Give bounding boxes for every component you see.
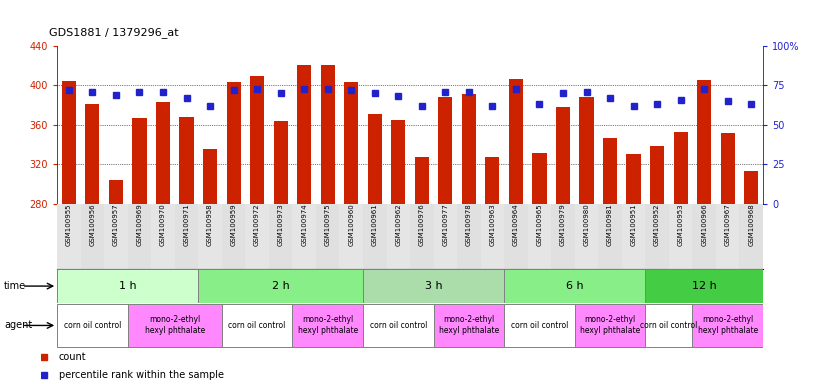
- Bar: [222, 304, 292, 347]
- Bar: [457, 204, 481, 269]
- Bar: [246, 204, 269, 269]
- Bar: [127, 304, 222, 347]
- Bar: [273, 121, 288, 204]
- Bar: [552, 204, 574, 269]
- Bar: [227, 83, 241, 204]
- Bar: [151, 204, 175, 269]
- Bar: [57, 270, 198, 303]
- Bar: [744, 171, 758, 204]
- Bar: [486, 157, 499, 204]
- Bar: [716, 204, 739, 269]
- Bar: [86, 104, 100, 204]
- Text: mono-2-ethyl
hexyl phthalate: mono-2-ethyl hexyl phthalate: [439, 315, 499, 336]
- Bar: [57, 304, 127, 347]
- Bar: [481, 204, 504, 269]
- Text: GDS1881 / 1379296_at: GDS1881 / 1379296_at: [49, 28, 179, 38]
- Bar: [415, 157, 429, 204]
- Bar: [57, 204, 81, 269]
- Bar: [603, 137, 617, 204]
- Text: corn oil control: corn oil control: [228, 321, 286, 330]
- Bar: [645, 204, 669, 269]
- Bar: [203, 149, 217, 204]
- Bar: [250, 76, 264, 204]
- Bar: [532, 153, 547, 204]
- Bar: [504, 304, 574, 347]
- Bar: [574, 304, 645, 347]
- Bar: [721, 132, 734, 204]
- Bar: [198, 270, 363, 303]
- Text: 2 h: 2 h: [272, 281, 290, 291]
- Bar: [363, 204, 387, 269]
- Text: 6 h: 6 h: [566, 281, 583, 291]
- Bar: [433, 304, 504, 347]
- Text: mono-2-ethyl
hexyl phthalate: mono-2-ethyl hexyl phthalate: [698, 315, 758, 336]
- Bar: [410, 204, 433, 269]
- Bar: [574, 204, 598, 269]
- Bar: [344, 83, 358, 204]
- Bar: [156, 102, 170, 204]
- Text: corn oil control: corn oil control: [370, 321, 427, 330]
- Text: 1 h: 1 h: [119, 281, 136, 291]
- Bar: [673, 132, 688, 204]
- Bar: [269, 204, 292, 269]
- Bar: [622, 204, 645, 269]
- Bar: [391, 120, 406, 204]
- Bar: [462, 94, 476, 204]
- Bar: [316, 204, 339, 269]
- Text: time: time: [4, 281, 26, 291]
- Bar: [368, 114, 382, 204]
- Bar: [339, 204, 363, 269]
- Text: mono-2-ethyl
hexyl phthalate: mono-2-ethyl hexyl phthalate: [580, 315, 641, 336]
- Bar: [509, 79, 523, 204]
- Bar: [627, 154, 641, 204]
- Text: mono-2-ethyl
hexyl phthalate: mono-2-ethyl hexyl phthalate: [298, 315, 358, 336]
- Bar: [438, 97, 452, 204]
- Bar: [739, 204, 763, 269]
- Text: percentile rank within the sample: percentile rank within the sample: [59, 370, 224, 380]
- Bar: [598, 204, 622, 269]
- Text: agent: agent: [4, 320, 33, 331]
- Bar: [579, 97, 593, 204]
- Bar: [504, 204, 528, 269]
- Bar: [363, 304, 433, 347]
- Bar: [180, 117, 193, 204]
- Bar: [222, 204, 246, 269]
- Bar: [109, 180, 123, 204]
- Bar: [292, 304, 363, 347]
- Bar: [697, 79, 712, 204]
- Text: 12 h: 12 h: [692, 281, 716, 291]
- Bar: [363, 270, 504, 303]
- Bar: [433, 204, 457, 269]
- Bar: [645, 304, 693, 347]
- Bar: [62, 81, 76, 204]
- Bar: [556, 107, 570, 204]
- Text: count: count: [59, 352, 86, 362]
- Bar: [645, 270, 763, 303]
- Bar: [297, 65, 311, 204]
- Text: corn oil control: corn oil control: [64, 321, 121, 330]
- Bar: [175, 204, 198, 269]
- Bar: [693, 204, 716, 269]
- Bar: [387, 204, 410, 269]
- Bar: [669, 204, 693, 269]
- Text: mono-2-ethyl
hexyl phthalate: mono-2-ethyl hexyl phthalate: [144, 315, 205, 336]
- Bar: [292, 204, 316, 269]
- Bar: [528, 204, 552, 269]
- Bar: [693, 304, 763, 347]
- Bar: [504, 270, 645, 303]
- Text: corn oil control: corn oil control: [641, 321, 698, 330]
- Bar: [321, 65, 335, 204]
- Text: 3 h: 3 h: [425, 281, 442, 291]
- Bar: [127, 204, 151, 269]
- Bar: [198, 204, 222, 269]
- Bar: [650, 146, 664, 204]
- Bar: [132, 118, 147, 204]
- Text: corn oil control: corn oil control: [511, 321, 568, 330]
- Bar: [104, 204, 127, 269]
- Bar: [81, 204, 104, 269]
